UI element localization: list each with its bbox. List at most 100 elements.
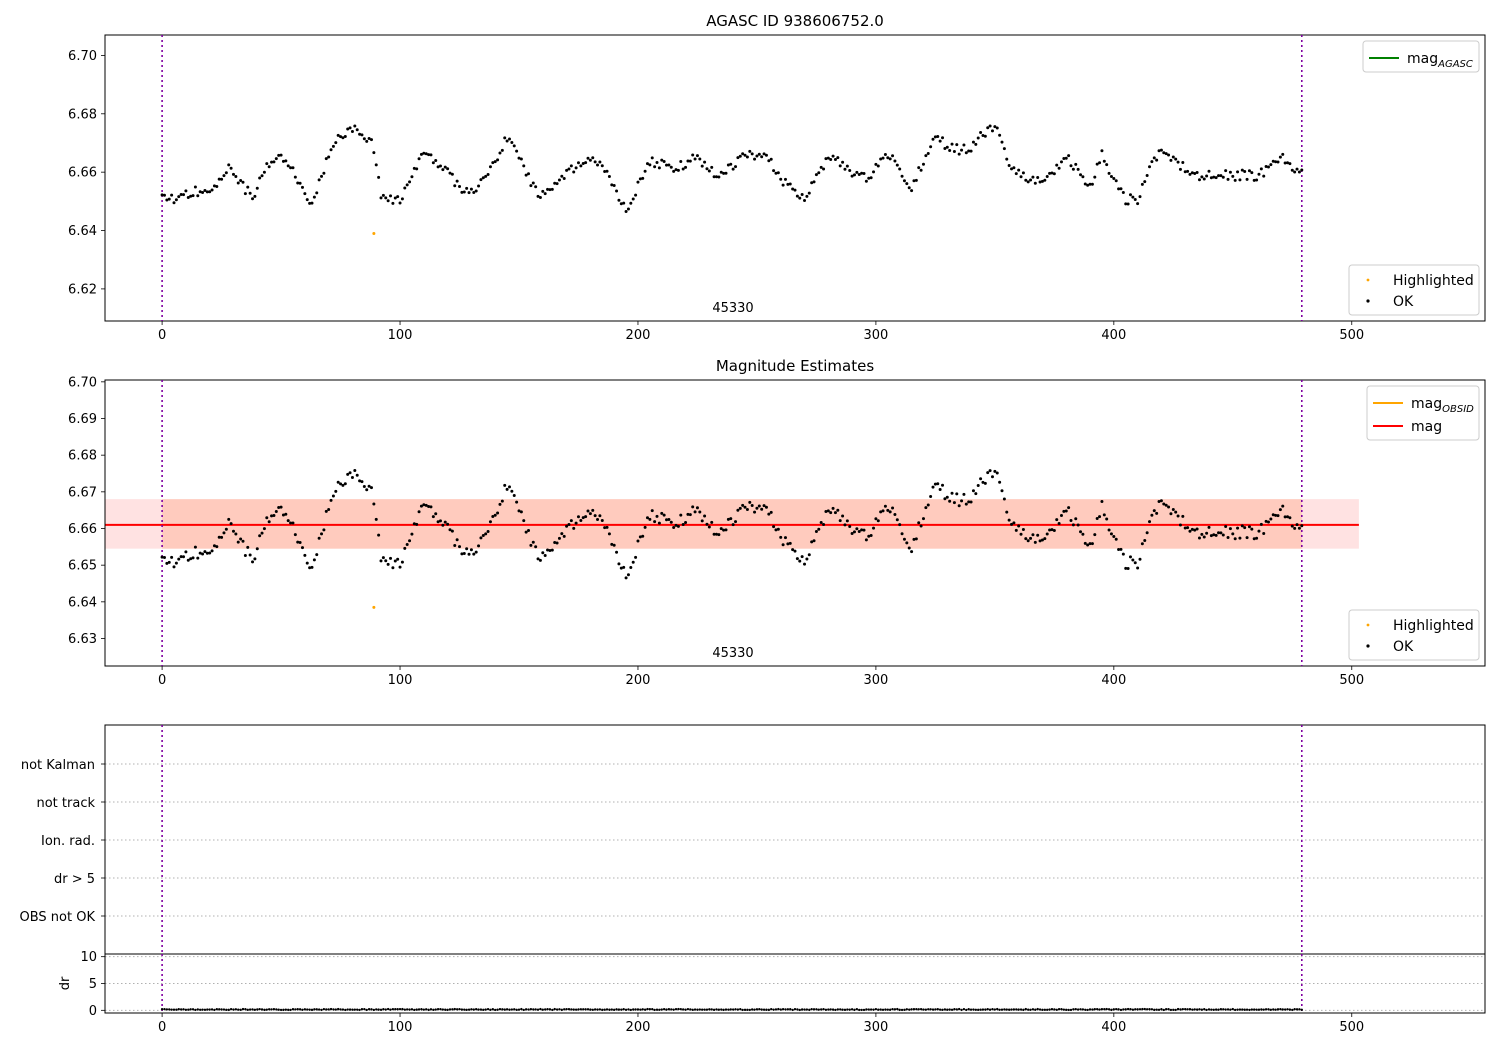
dr-point <box>1264 1008 1268 1011</box>
data-point-ok <box>607 174 611 178</box>
data-point-ok <box>1088 182 1092 186</box>
data-point-ok <box>736 156 740 160</box>
data-point-ok <box>781 183 785 187</box>
data-point-ok <box>1286 515 1290 519</box>
data-point-ok <box>619 202 623 206</box>
data-point-ok <box>1019 532 1023 536</box>
data-point-ok <box>1217 531 1221 535</box>
data-point-ok <box>814 173 818 177</box>
dr-point <box>246 1008 249 1012</box>
dr-point <box>1110 1008 1113 1012</box>
data-point-ok <box>924 154 928 158</box>
data-point-ok <box>1117 187 1121 191</box>
data-point-ok <box>622 201 626 205</box>
dr-point <box>172 1008 176 1011</box>
dr-point <box>748 1008 751 1012</box>
data-point-ok <box>1155 511 1159 515</box>
data-point-ok <box>772 525 776 529</box>
data-point-ok <box>429 505 433 509</box>
data-point-ok <box>1048 528 1052 532</box>
data-point-ok <box>750 152 754 156</box>
data-point-ok <box>424 152 428 156</box>
data-point-ok <box>1148 520 1152 524</box>
data-point-ok <box>398 565 402 569</box>
data-point-ok <box>734 520 738 524</box>
dr-point <box>755 1008 759 1011</box>
data-point-ok <box>998 480 1002 484</box>
dr-point <box>648 1007 652 1011</box>
data-point-ok <box>260 531 264 535</box>
data-point-ok <box>962 492 966 496</box>
data-point-ok <box>222 174 226 178</box>
data-point-ok <box>358 479 362 483</box>
data-point-ok <box>291 521 295 525</box>
data-point-ok <box>429 153 433 157</box>
data-point-ok <box>579 164 583 168</box>
data-point-ok <box>1286 161 1290 165</box>
dr-point <box>1055 1008 1058 1011</box>
dr-point <box>251 1008 254 1011</box>
data-point-ok <box>1019 175 1023 179</box>
data-point-ok <box>753 510 757 514</box>
data-point-ok <box>653 165 657 169</box>
data-point-ok <box>565 524 569 528</box>
data-point-ok <box>1183 526 1187 530</box>
data-point-ok <box>241 539 245 543</box>
dr-point <box>1126 1007 1130 1011</box>
dr-point <box>572 1008 575 1011</box>
data-point-ok <box>389 556 393 560</box>
dr-point <box>779 1008 782 1011</box>
legend-marker <box>1366 644 1370 648</box>
data-point-ok <box>436 165 440 169</box>
data-point-ok <box>320 532 324 536</box>
dr-point <box>222 1008 226 1011</box>
legend-box <box>1362 40 1480 73</box>
data-point-ok <box>1226 535 1230 539</box>
data-point-ok <box>929 494 933 498</box>
data-point-ok <box>1050 528 1054 532</box>
dr-point <box>1207 1008 1211 1011</box>
data-point-ok <box>902 537 906 541</box>
data-point-ok <box>379 196 383 200</box>
legend-marker <box>1366 278 1370 282</box>
data-point-ok <box>343 135 347 139</box>
data-point-ok <box>1045 532 1049 536</box>
data-point-ok <box>538 196 542 200</box>
dr-point <box>677 1007 680 1011</box>
data-point-ok <box>1240 524 1244 528</box>
data-point-ok <box>1167 505 1171 509</box>
dr-point <box>260 1008 264 1011</box>
data-point-ok <box>629 201 633 205</box>
data-point-ok <box>717 175 721 179</box>
data-point-ok <box>1036 533 1040 537</box>
data-point-ok <box>212 544 216 548</box>
data-point-ok <box>969 500 973 504</box>
agasc-magnitude-panel: AGASC ID 938606752.00 100 200 300 400 5006.62… <box>68 12 1486 343</box>
dr-point <box>1238 1008 1242 1011</box>
data-point-ok <box>921 162 925 166</box>
data-point-ok <box>596 163 600 167</box>
data-point-ok <box>707 525 711 529</box>
data-point-ok <box>864 538 868 542</box>
data-point-ok <box>898 167 902 171</box>
dr-point <box>846 1008 849 1011</box>
data-point-ok <box>986 471 990 475</box>
data-point-ok <box>220 535 224 539</box>
data-point-ok <box>443 520 447 524</box>
data-point-ok <box>943 146 947 150</box>
y-tick-label: 6.68 <box>68 107 97 122</box>
dr-point <box>1267 1008 1270 1011</box>
data-point-ok <box>855 527 859 531</box>
data-point-ok <box>484 532 488 536</box>
dr-point <box>189 1008 192 1011</box>
data-point-ok <box>455 538 459 542</box>
data-point-ok <box>224 527 228 531</box>
data-point-ok <box>1178 167 1182 171</box>
data-point-ok <box>317 178 321 182</box>
data-point-ok <box>1128 555 1132 559</box>
data-point-ok <box>460 190 464 194</box>
data-point-ok <box>1076 167 1080 171</box>
dr-point <box>1074 1007 1077 1011</box>
dr-point <box>643 1008 647 1011</box>
data-point-ok <box>1250 527 1254 531</box>
